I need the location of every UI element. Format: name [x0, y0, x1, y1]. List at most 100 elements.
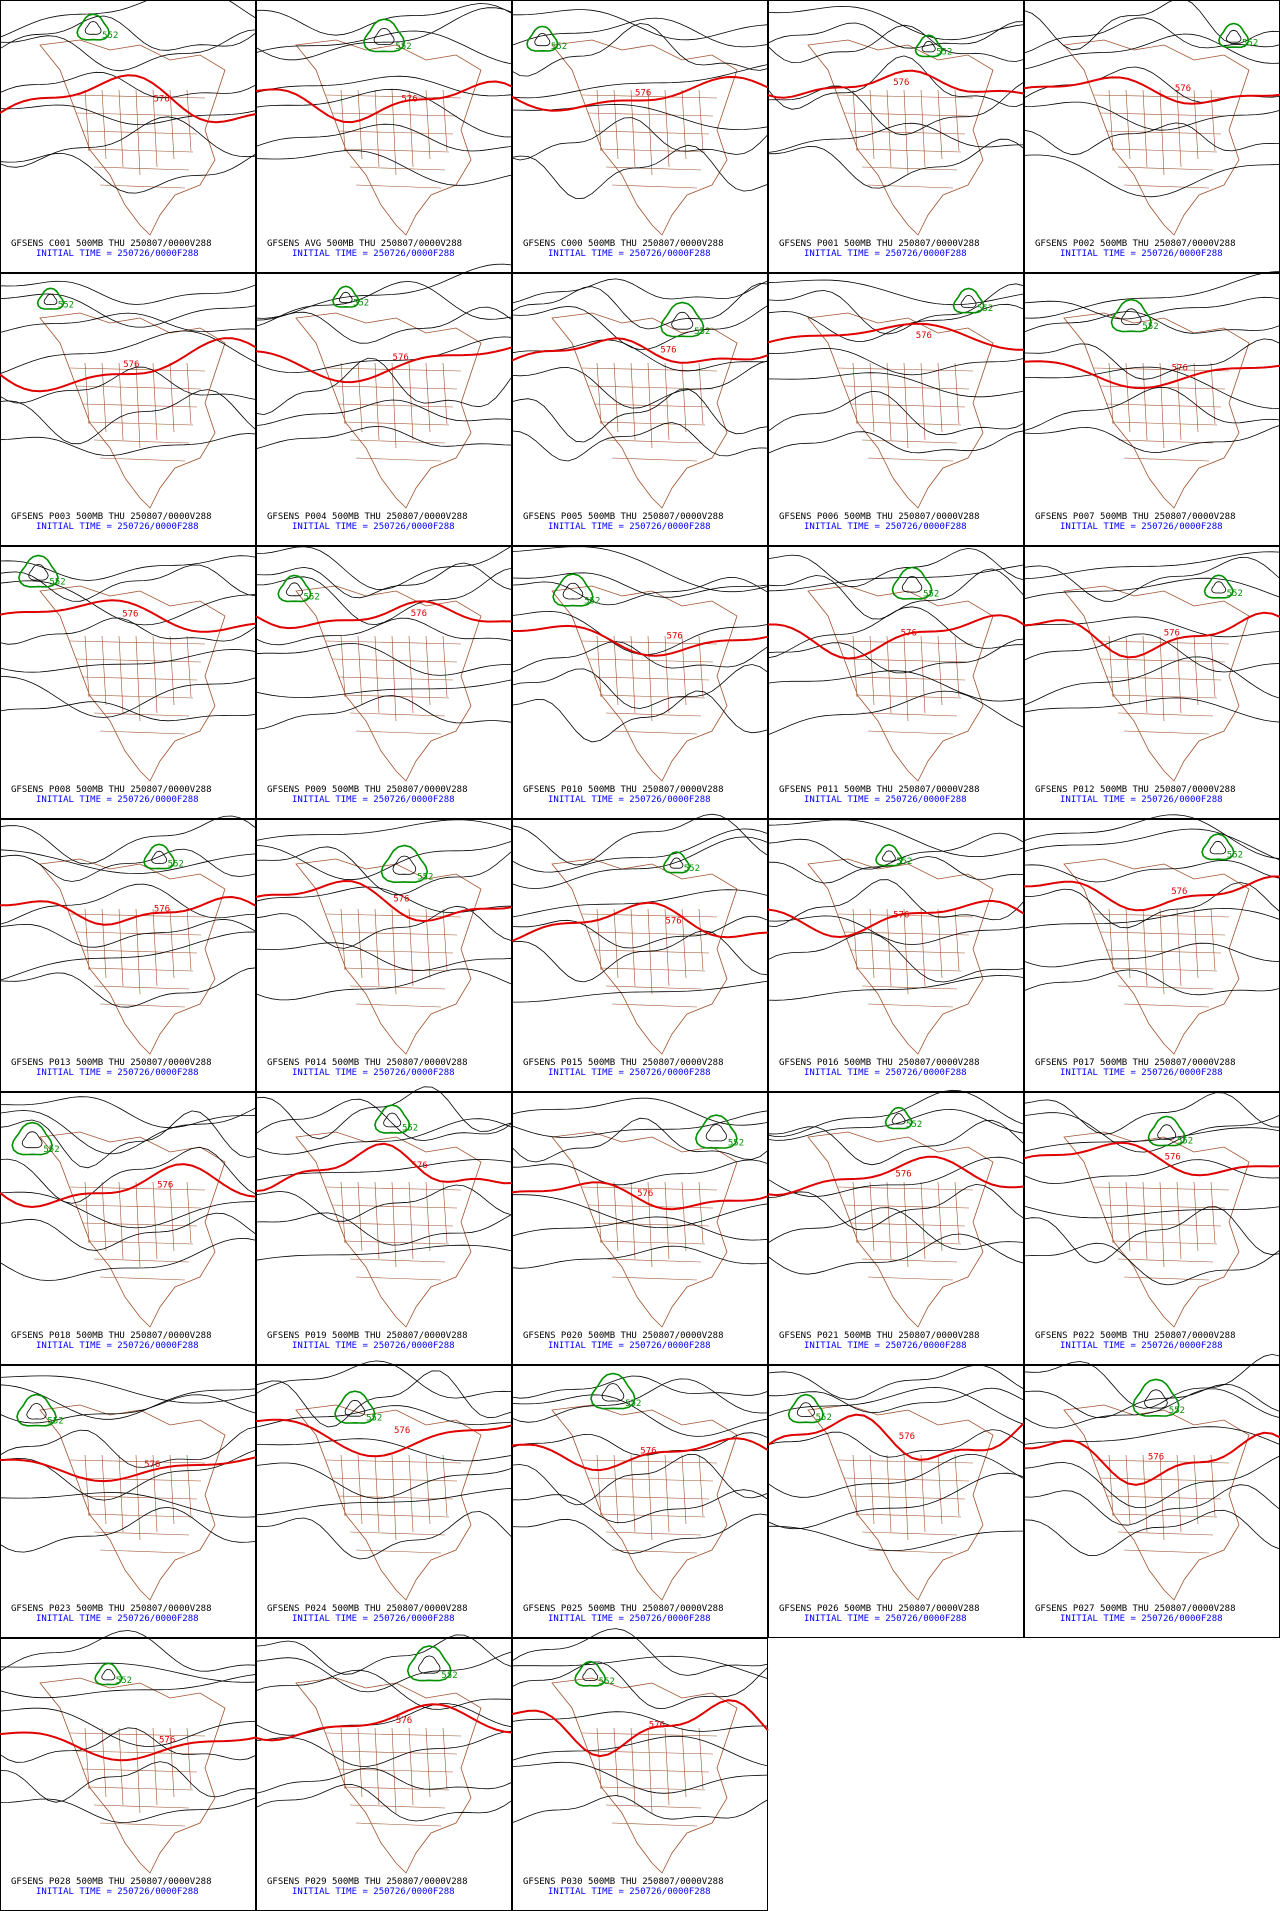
height-contour — [0, 1110, 257, 1169]
height-contour — [1023, 424, 1280, 453]
panel-initial-time: INITIAL TIME = 250726/0000F288 — [548, 249, 711, 259]
state-border — [186, 1181, 192, 1244]
state-border — [425, 1727, 431, 1798]
contour-label: 576 — [1175, 84, 1191, 94]
state-border — [1125, 1454, 1131, 1525]
height-contour — [0, 1394, 257, 1424]
height-contour — [767, 974, 1025, 1001]
state-border — [1210, 1181, 1216, 1244]
contour-576 — [1023, 360, 1280, 390]
height-contour — [767, 1429, 1025, 1458]
panel-initial-time: INITIAL TIME = 250726/0000F288 — [292, 249, 455, 259]
state-border — [843, 1477, 970, 1482]
map-panel: 576 552 GFSENS P009 500MB THU 250807/0000V… — [255, 545, 513, 819]
state-border — [698, 1727, 704, 1790]
contour-label: 552 — [47, 1416, 63, 1426]
contour-label: 552 — [395, 42, 411, 52]
state-border — [630, 1727, 636, 1806]
state-border — [442, 89, 448, 152]
map-panel: 576 552 GFSENS P021 500MB THU 250807/0000V… — [767, 1089, 1025, 1365]
height-contour — [1023, 1353, 1280, 1409]
height-contour — [26, 1402, 47, 1420]
height-contour — [511, 1245, 769, 1269]
state-border — [698, 908, 704, 971]
map-panel: 576 552 GFSENS P022 500MB THU 250807/0000V… — [1023, 1092, 1280, 1365]
panel-frame — [256, 273, 512, 546]
state-border — [325, 367, 462, 372]
height-contour — [796, 1402, 816, 1417]
state-border — [843, 385, 970, 390]
height-contour — [0, 280, 257, 305]
height-contour — [767, 55, 1025, 110]
state-border — [408, 89, 414, 168]
height-contour — [511, 1110, 769, 1138]
state-border — [340, 362, 346, 425]
panel-initial-time: INITIAL TIME = 250726/0000F288 — [804, 1614, 967, 1624]
panel-frame — [256, 0, 512, 273]
state-border — [1142, 362, 1148, 441]
state-border — [84, 1727, 90, 1790]
state-border — [1123, 1549, 1210, 1554]
state-border — [331, 931, 458, 936]
state-border — [1210, 362, 1216, 425]
state-border — [611, 730, 698, 735]
state-border — [869, 362, 875, 433]
state-border — [331, 1204, 458, 1209]
state-border — [596, 362, 602, 425]
height-contour — [1023, 0, 1280, 51]
panel-caption: GFSENS P003 500MB THU 250807/0000V288 — [11, 512, 211, 522]
contour-label: 576 — [154, 904, 170, 914]
height-contour — [767, 348, 1025, 376]
state-border — [135, 908, 141, 995]
state-border — [169, 1727, 175, 1798]
contour-label: 552 — [304, 592, 320, 602]
state-border — [152, 89, 158, 168]
height-contour — [767, 1108, 1025, 1141]
state-border — [1142, 908, 1148, 987]
height-contour — [921, 40, 936, 53]
panel-caption: GFSENS P029 500MB THU 250807/0000V288 — [267, 1877, 467, 1887]
state-border — [1193, 89, 1199, 160]
height-contour — [1023, 859, 1280, 883]
state-border — [605, 1804, 702, 1809]
contour-label: 576 — [916, 331, 932, 341]
state-border — [852, 89, 858, 152]
height-contour — [0, 1506, 257, 1553]
contour-label: 576 — [660, 345, 676, 355]
contour-576 — [0, 1456, 257, 1483]
contour-552 — [1218, 22, 1250, 49]
height-contour — [255, 1487, 513, 1516]
contour-552 — [787, 1393, 825, 1424]
contour-576 — [511, 1437, 769, 1472]
height-contour — [1023, 881, 1280, 929]
state-border — [1093, 1186, 1230, 1191]
coastline — [1063, 312, 1250, 509]
state-border — [903, 89, 909, 176]
height-contour — [0, 389, 257, 445]
contour-552 — [952, 287, 985, 314]
state-border — [920, 908, 926, 987]
state-border — [355, 1276, 442, 1281]
state-border — [357, 908, 363, 979]
state-border — [681, 635, 687, 706]
map-panel: 576 552 GFSENS P006 500MB THU 250807/0000V… — [767, 273, 1025, 546]
state-border — [852, 362, 858, 425]
height-contour — [767, 547, 1025, 588]
state-border — [886, 1454, 892, 1533]
state-border — [1093, 367, 1230, 372]
state-border — [837, 94, 974, 99]
contour-label: 552 — [417, 872, 433, 882]
height-contour — [0, 1662, 257, 1683]
map-panel: 576 552 GFSENS P030 500MB THU 250807/0000V… — [511, 1628, 769, 1911]
height-contour — [0, 366, 257, 404]
height-contour — [0, 1674, 257, 1699]
height-contour — [101, 1668, 116, 1681]
state-border — [613, 908, 619, 979]
state-border — [349, 1258, 446, 1263]
state-border — [1108, 635, 1114, 698]
state-border — [920, 635, 926, 714]
height-contour — [767, 430, 1025, 454]
contour-552 — [1132, 1378, 1180, 1417]
panel-initial-time: INITIAL TIME = 250726/0000F288 — [292, 1341, 455, 1351]
